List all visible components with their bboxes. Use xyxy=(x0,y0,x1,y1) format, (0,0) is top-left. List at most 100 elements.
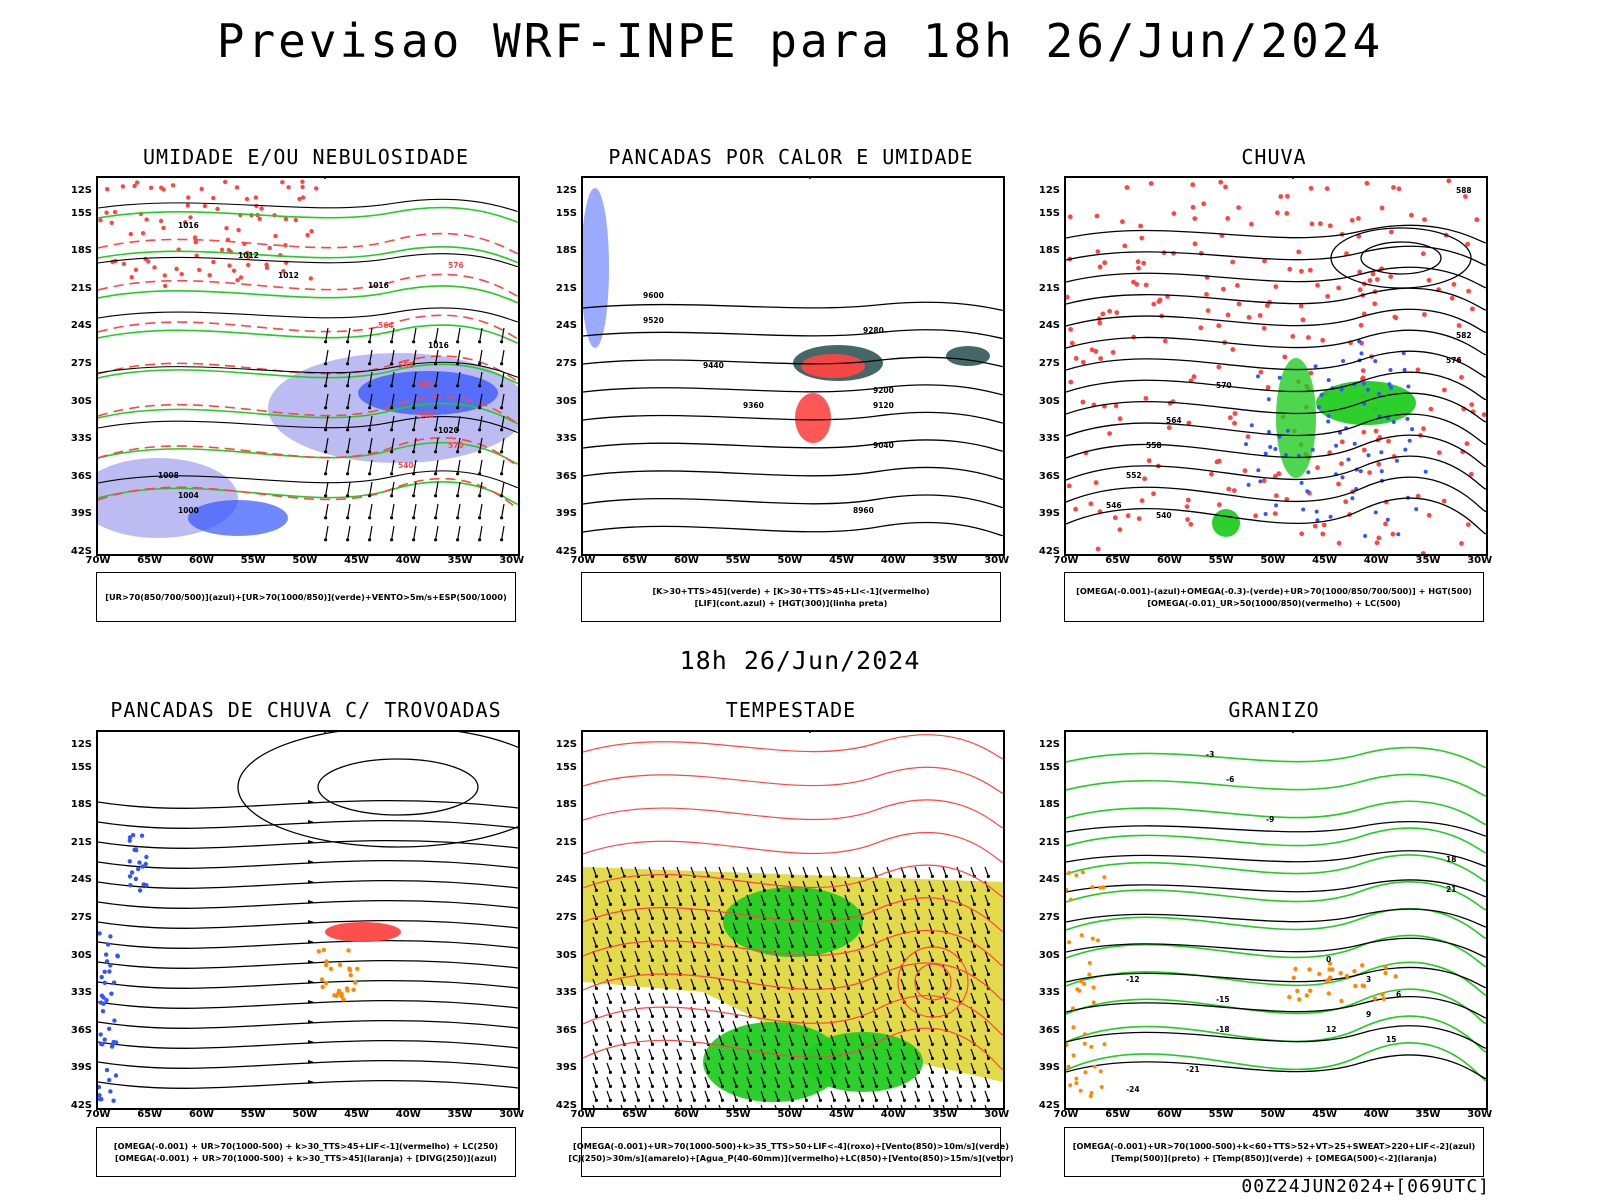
longitude-tick-label: 40W xyxy=(880,555,906,566)
longitude-tick-label: 65W xyxy=(622,1109,648,1120)
longitude-tick-label: 30W xyxy=(499,555,525,566)
contour-label: 9 xyxy=(1366,1010,1371,1019)
contour-label: 558 xyxy=(398,361,414,370)
contour-label: -24 xyxy=(1126,1085,1140,1094)
latitude-tick-label: 42S xyxy=(70,1100,92,1111)
latitude-tick-label: 33S xyxy=(70,433,92,445)
latitude-tick-label: 24S xyxy=(70,874,92,886)
longitude-tick-label: 55W xyxy=(725,555,751,566)
contour-label: -9 xyxy=(1266,815,1274,824)
contour-label: 12 xyxy=(1326,1025,1336,1034)
latitude-tick-label: 33S xyxy=(555,433,577,445)
latitude-tick-label: 27S xyxy=(70,912,92,923)
map-panel-umidade: 1012 1016 1012 1016 1008 1004 1000 1016 1020 570 5… xyxy=(96,176,520,556)
longitude-tick-label: 60W xyxy=(673,1109,699,1120)
latitude-tick-label: 24S xyxy=(1038,874,1060,886)
latitude-tick-label: 39S xyxy=(555,1062,577,1074)
latitude-tick-label: 21S xyxy=(555,836,577,848)
longitude-tick-label: 65W xyxy=(137,1109,163,1120)
latitude-tick-label: 36S xyxy=(1038,470,1060,482)
latitude-tick-label: 33S xyxy=(1038,433,1060,445)
latitude-tick-label: 21S xyxy=(1038,836,1060,848)
longitude-tick-label: 35W xyxy=(447,555,473,566)
contour-label: 3 xyxy=(1366,975,1371,984)
latitude-tick-label: 15S xyxy=(70,207,92,219)
longitude-tick-label: 50W xyxy=(292,1109,318,1120)
longitude-tick-label: 40W xyxy=(395,555,421,566)
longitude-tick-label: 45W xyxy=(829,1109,855,1120)
longitude-tick-label: 35W xyxy=(447,1109,473,1120)
latitude-tick-label: 21S xyxy=(555,282,577,294)
map-panel-granizo: -3 -6 -9 -12 -15 -18 -21 -24 0 3 6 9 12 15 18 21 xyxy=(1064,730,1488,1110)
map-canvas: -3 -6 -9 -12 -15 -18 -21 -24 0 3 6 9 12 15 18 21 xyxy=(1066,732,1486,1099)
longitude-tick-label: 40W xyxy=(880,1109,906,1120)
latitude-tick-label: 27S xyxy=(70,358,92,369)
contour-label: -6 xyxy=(1226,775,1234,784)
contour-label: -3 xyxy=(1206,750,1214,759)
longitude-tick-label: 30W xyxy=(499,1109,525,1120)
legend-line: [OMEGA(-0.001)+UR>70(1000-500)+k<60+TTS>… xyxy=(1072,1141,1476,1151)
panel-legend: [OMEGA(-0.001)+UR>70(1000-500)+k>35_TTS>… xyxy=(568,1127,1014,1177)
longitude-tick-label: 30W xyxy=(984,1109,1010,1120)
latitude-tick-label: 30S xyxy=(70,949,92,961)
panel-title: UMIDADE E/OU NEBULOSIDADE xyxy=(142,145,470,169)
contour-label: 21 xyxy=(1446,885,1456,894)
latitude-tick-label: 15S xyxy=(1038,207,1060,219)
contour-label: -21 xyxy=(1186,1065,1200,1074)
longitude-tick-label: 70W xyxy=(85,1109,111,1120)
latitude-tick-label: 39S xyxy=(70,508,92,520)
latitude-tick-label: 21S xyxy=(70,836,92,848)
latitude-tick-label: 18S xyxy=(70,799,92,811)
latitude-tick-label: 30S xyxy=(1038,395,1060,407)
contour-label: 0 xyxy=(1326,955,1331,964)
longitude-tick-label: 70W xyxy=(1053,1109,1079,1120)
page-title: Previsao WRF-INPE para 18h 26/Jun/2024 xyxy=(216,14,1384,68)
latitude-tick-label: 36S xyxy=(555,470,577,482)
contour-label: 18 xyxy=(1446,855,1456,864)
longitude-tick-label: 50W xyxy=(292,555,318,566)
contour-label: 1012 xyxy=(238,251,259,260)
contour-label: 582 xyxy=(1456,331,1472,340)
longitude-tick-label: 55W xyxy=(240,1109,266,1120)
contour-label: 9600 xyxy=(643,291,664,300)
panel-title: GRANIZO xyxy=(1228,698,1320,722)
forecast-date-label: 18h 26/Jun/2024 xyxy=(679,646,921,675)
run-info-footer: 00Z24JUN2024+[069UTC] xyxy=(1241,1176,1490,1197)
latitude-tick-label: 15S xyxy=(555,761,577,773)
legend-line: [OMEGA(-0.001) + UR>70(1000-500) + k>30_… xyxy=(115,1153,497,1163)
map-canvas xyxy=(98,732,518,1103)
latitude-tick-label: 27S xyxy=(555,358,577,369)
latitude-tick-label: 33S xyxy=(70,987,92,999)
contour-label: 15 xyxy=(1386,1035,1396,1044)
contour-label: 552 xyxy=(1126,471,1142,480)
longitude-tick-label: 60W xyxy=(188,1109,214,1120)
longitude-tick-label: 60W xyxy=(1156,555,1182,566)
longitude-tick-label: 65W xyxy=(622,555,648,566)
longitude-tick-label: 40W xyxy=(1363,555,1389,566)
contour-label: 1004 xyxy=(178,491,199,500)
longitude-tick-label: 40W xyxy=(1363,1109,1389,1120)
contour-label: 1016 xyxy=(428,341,449,350)
latitude-tick-label: 42S xyxy=(555,546,577,557)
longitude-tick-label: 70W xyxy=(570,1109,596,1120)
legend-line: [UR>70(850/700/500)](azul)+[UR>70(1000/8… xyxy=(105,592,507,602)
latitude-tick-label: 36S xyxy=(70,470,92,482)
latitude-tick-label: 12S xyxy=(70,739,92,750)
latitude-tick-label: 12S xyxy=(1038,739,1060,750)
latitude-tick-label: 18S xyxy=(1038,799,1060,811)
latitude-tick-label: 24S xyxy=(555,320,577,332)
contour-label: 564 xyxy=(1166,416,1182,425)
latitude-tick-label: 42S xyxy=(1038,1100,1060,1111)
latitude-tick-label: 18S xyxy=(1038,245,1060,257)
panel-legend: [OMEGA(-0.001)-(azul)+OMEGA(-0.3)-(verde… xyxy=(1064,572,1484,622)
contour-label: 9040 xyxy=(873,441,894,450)
longitude-tick-label: 65W xyxy=(137,555,163,566)
longitude-tick-label: 50W xyxy=(1260,1109,1286,1120)
longitude-tick-label: 70W xyxy=(85,555,111,566)
longitude-tick-label: 50W xyxy=(1260,555,1286,566)
latitude-tick-label: 12S xyxy=(1038,185,1060,196)
longitude-tick-label: 45W xyxy=(829,555,855,566)
longitude-tick-label: 45W xyxy=(1312,555,1338,566)
latitude-tick-label: 30S xyxy=(1038,949,1060,961)
latitude-tick-label: 24S xyxy=(1038,320,1060,332)
